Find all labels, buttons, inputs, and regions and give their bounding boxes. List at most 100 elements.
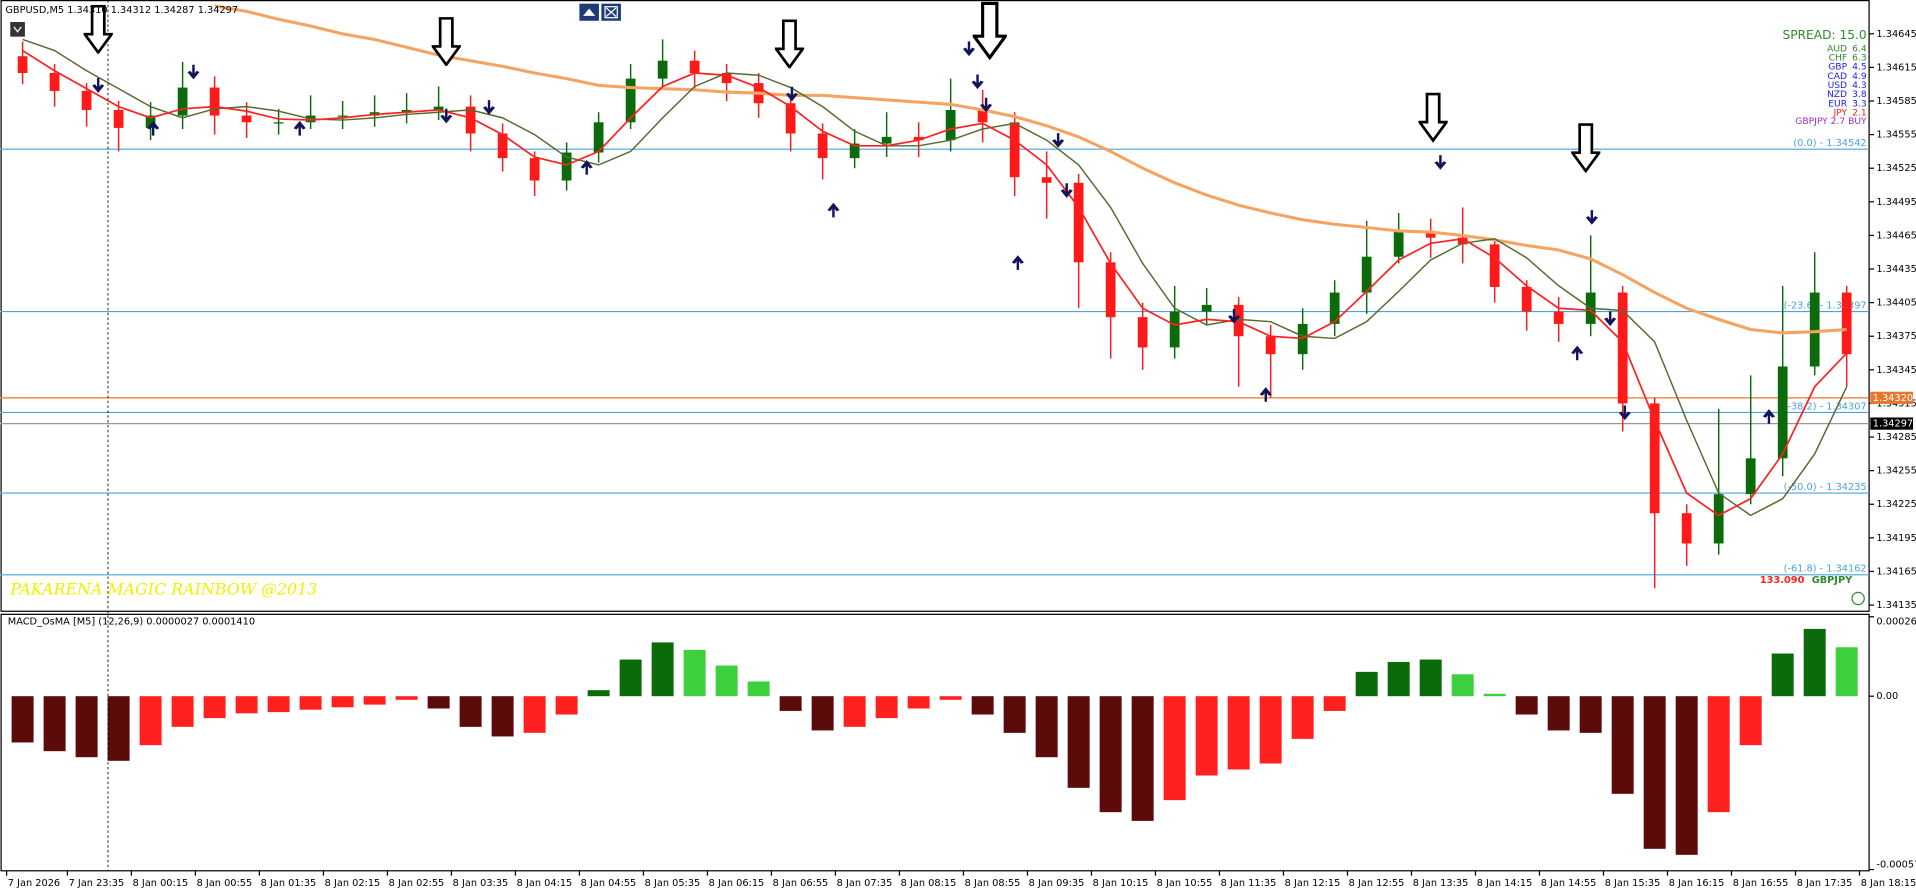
- candle-body: [977, 109, 988, 123]
- histogram-bar: [1803, 628, 1826, 697]
- histogram-bar: [107, 696, 130, 761]
- x-tick-label: 8 Jan 06:15: [709, 878, 765, 889]
- x-tick-label: 8 Jan 02:55: [389, 878, 445, 889]
- strength: 4.9: [1852, 72, 1867, 82]
- histogram-bar: [1547, 696, 1570, 731]
- moving-average: [22, 49, 1848, 517]
- histogram-bar: [1195, 696, 1218, 776]
- candle-body: [657, 60, 668, 79]
- y-tick-label: 1.34255: [1876, 466, 1916, 477]
- x-tick-label: 8 Jan 17:35: [1797, 878, 1853, 889]
- y-tick-label: 1.34195: [1876, 533, 1916, 544]
- spread: SPREAD: 15.0: [1782, 28, 1866, 42]
- indicator-title: MACD_OsMA [M5] (12,26,9) 0.0000027 0.000…: [8, 617, 255, 628]
- candle-body: [721, 73, 732, 84]
- x-tick-label: 8 Jan 10:55: [1157, 878, 1213, 889]
- candle-body: [465, 106, 476, 134]
- histogram-bar: [939, 696, 962, 700]
- histogram-bar: [491, 696, 514, 737]
- histogram-bar: [1771, 653, 1794, 697]
- candle-body: [625, 78, 636, 123]
- candle-body: [1009, 122, 1020, 178]
- strength: 6.3: [1852, 54, 1867, 64]
- candle-body: [81, 90, 92, 110]
- histogram-bar: [747, 681, 770, 697]
- histogram-bar: [619, 659, 642, 697]
- histogram-bar: [555, 696, 578, 715]
- x-tick-label: 8 Jan 04:55: [581, 878, 637, 889]
- x-tick-label: 8 Jan 09:35: [1029, 878, 1085, 889]
- price-box: [1870, 417, 1914, 430]
- icon: [13, 26, 22, 33]
- candle-body: [1745, 458, 1756, 495]
- histogram-bar: [235, 696, 258, 714]
- x-tick-label: 7 Jan 23:35: [69, 878, 125, 889]
- currency: AUD: [1827, 44, 1847, 54]
- fib-label: (0.0) - 1.34542: [1793, 138, 1866, 149]
- toolbar[interactable]: [579, 3, 621, 21]
- candle-body: [593, 122, 604, 153]
- icon: [605, 7, 617, 17]
- fib-label: (-23.6) - 1.34397: [1784, 300, 1867, 311]
- menu-button[interactable]: [10, 21, 25, 37]
- y-tick-label: 1.34285: [1876, 432, 1916, 443]
- currency: EUR: [1828, 99, 1847, 109]
- histogram-bar: [715, 665, 738, 697]
- candle-body: [1169, 311, 1180, 348]
- y-tick-label: 1.34375: [1876, 331, 1916, 342]
- histogram-bar: [779, 696, 802, 711]
- histogram-bar: [1515, 696, 1538, 715]
- histogram-bar: [1675, 696, 1698, 855]
- candle-body: [881, 136, 892, 144]
- histogram-bar: [1323, 696, 1346, 711]
- x-tick-label: 8 Jan 16:15: [1669, 878, 1725, 889]
- histogram-bar: [843, 696, 866, 727]
- watermark: PAKARENA MAGIC RAINBOW @2013: [9, 579, 317, 598]
- fib-label: (-50.0) - 1.34235: [1784, 482, 1867, 493]
- histogram-bar: [267, 696, 290, 713]
- currency: USD: [1828, 81, 1848, 91]
- x-tick-label: 8 Jan 11:35: [1221, 878, 1277, 889]
- candle-body: [689, 60, 700, 74]
- x-tick-label: 8 Jan 13:35: [1413, 878, 1469, 889]
- price-box-label: 1.34297: [1873, 419, 1913, 430]
- strength: 3.8: [1852, 90, 1867, 100]
- price-box: [1870, 391, 1914, 404]
- currency: NZD: [1827, 90, 1847, 100]
- candle-body: [401, 109, 412, 113]
- histogram-bar: [427, 696, 450, 709]
- y-tick-label: 1.34525: [1876, 163, 1916, 174]
- histogram-bar: [203, 696, 226, 719]
- candle-body: [113, 109, 124, 128]
- histogram-bar: [811, 696, 834, 731]
- candle-body: [1329, 292, 1340, 324]
- histogram-bar: [907, 696, 930, 709]
- candle-body: [1041, 177, 1052, 183]
- histogram-bar: [683, 649, 706, 697]
- candle-body: [1777, 366, 1788, 459]
- trade-signal: GBPJPY 2.7 BUY: [1795, 117, 1867, 127]
- y-tick-label: 1.34135: [1876, 600, 1916, 611]
- histogram-bar: [1419, 659, 1442, 697]
- x-tick-label: 8 Jan 00:15: [133, 878, 189, 889]
- axes: 1.34645 1.34615 1.34585 1.34555 1.34525 1.344…: [5, 29, 1916, 889]
- histogram-bar: [1003, 696, 1026, 733]
- histogram-bar: [1483, 693, 1506, 697]
- histogram-bar: [651, 642, 674, 697]
- histogram-bar: [1707, 696, 1730, 813]
- candle-body: [1361, 256, 1372, 293]
- histogram-bar: [1035, 696, 1058, 758]
- candle-body: [561, 152, 572, 181]
- moving-average: [214, 4, 1847, 335]
- y-tick-label: 1.34345: [1876, 365, 1916, 376]
- candle-body: [1809, 292, 1820, 367]
- y-tick-label: 1.34465: [1876, 230, 1916, 241]
- icon: [583, 8, 596, 16]
- candle-body: [17, 56, 28, 74]
- price-box-label: 1.34320: [1873, 393, 1913, 404]
- histogram-bar: [1387, 661, 1410, 697]
- histogram-bar: [1739, 696, 1762, 746]
- strength: 3.3: [1852, 99, 1867, 109]
- y-tick-label: 1.34645: [1876, 29, 1916, 40]
